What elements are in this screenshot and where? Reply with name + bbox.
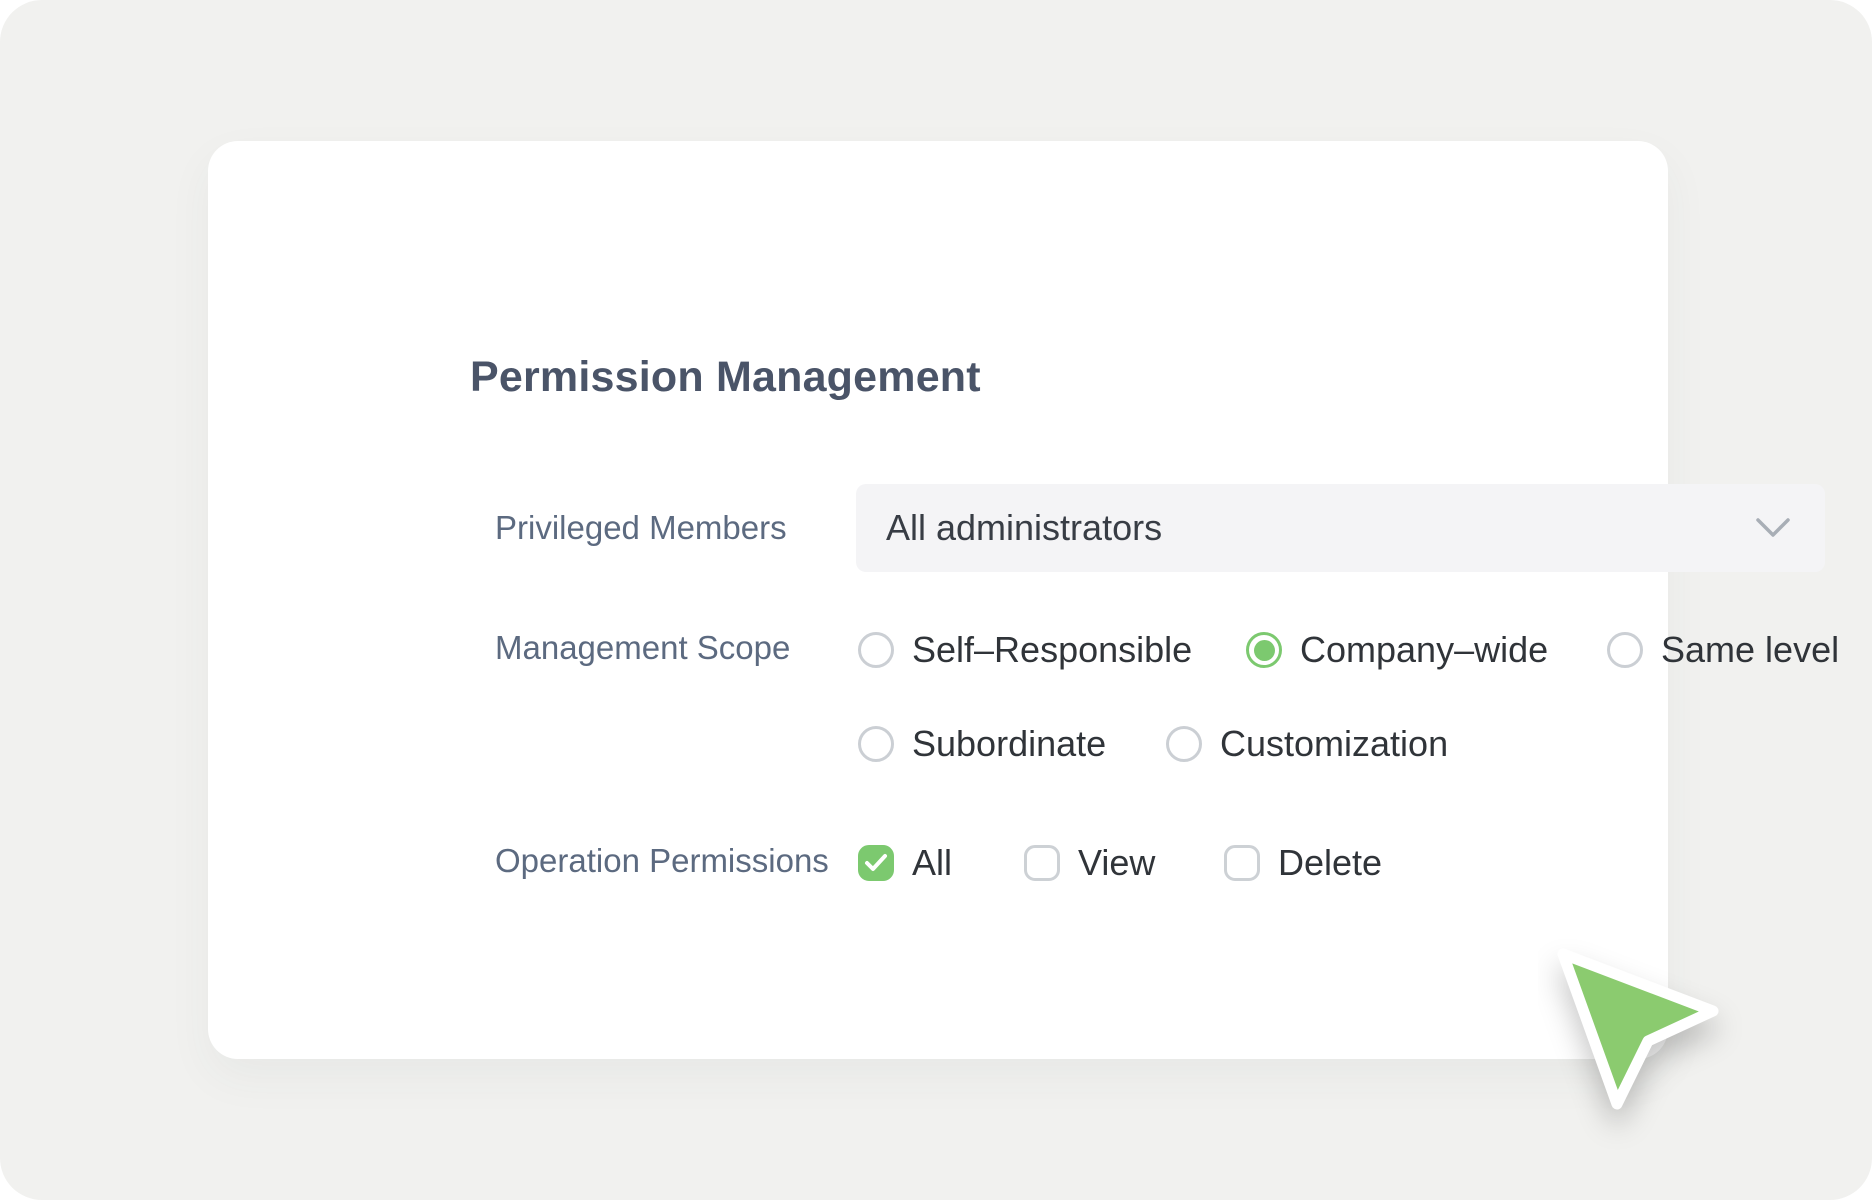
radio-customization[interactable]: Customization	[1166, 723, 1448, 765]
permission-management-card: Permission Management Privileged Members…	[208, 141, 1839, 1059]
checkbox-delete[interactable]: Delete	[1224, 842, 1382, 884]
privileged-members-select[interactable]: All administrators	[856, 484, 1825, 572]
management-scope-label: Management Scope	[495, 629, 791, 666]
operation-permissions-label: Operation Permissions	[495, 842, 829, 879]
privileged-members-label: Privileged Members	[495, 509, 787, 546]
radio-icon	[1607, 632, 1643, 668]
radio-self-responsible[interactable]: Self–Responsible	[858, 629, 1192, 671]
radio-subordinate[interactable]: Subordinate	[858, 723, 1106, 765]
radio-icon	[858, 632, 894, 668]
radio-icon	[1166, 726, 1202, 762]
page-title: Permission Management	[470, 353, 981, 401]
privileged-members-value: All administrators	[886, 507, 1163, 548]
check-icon	[865, 854, 887, 871]
radio-same-level[interactable]: Same level	[1607, 629, 1839, 671]
checkbox-checked-icon	[858, 845, 894, 881]
radio-checked-icon	[1246, 632, 1282, 668]
chevron-down-icon	[1755, 517, 1791, 539]
radio-icon	[858, 726, 894, 762]
checkbox-icon	[1024, 845, 1060, 881]
radio-company-wide[interactable]: Company–wide	[1246, 629, 1548, 671]
checkbox-icon	[1224, 845, 1260, 881]
checkbox-view[interactable]: View	[1024, 842, 1155, 884]
checkbox-all[interactable]: All	[858, 842, 952, 884]
